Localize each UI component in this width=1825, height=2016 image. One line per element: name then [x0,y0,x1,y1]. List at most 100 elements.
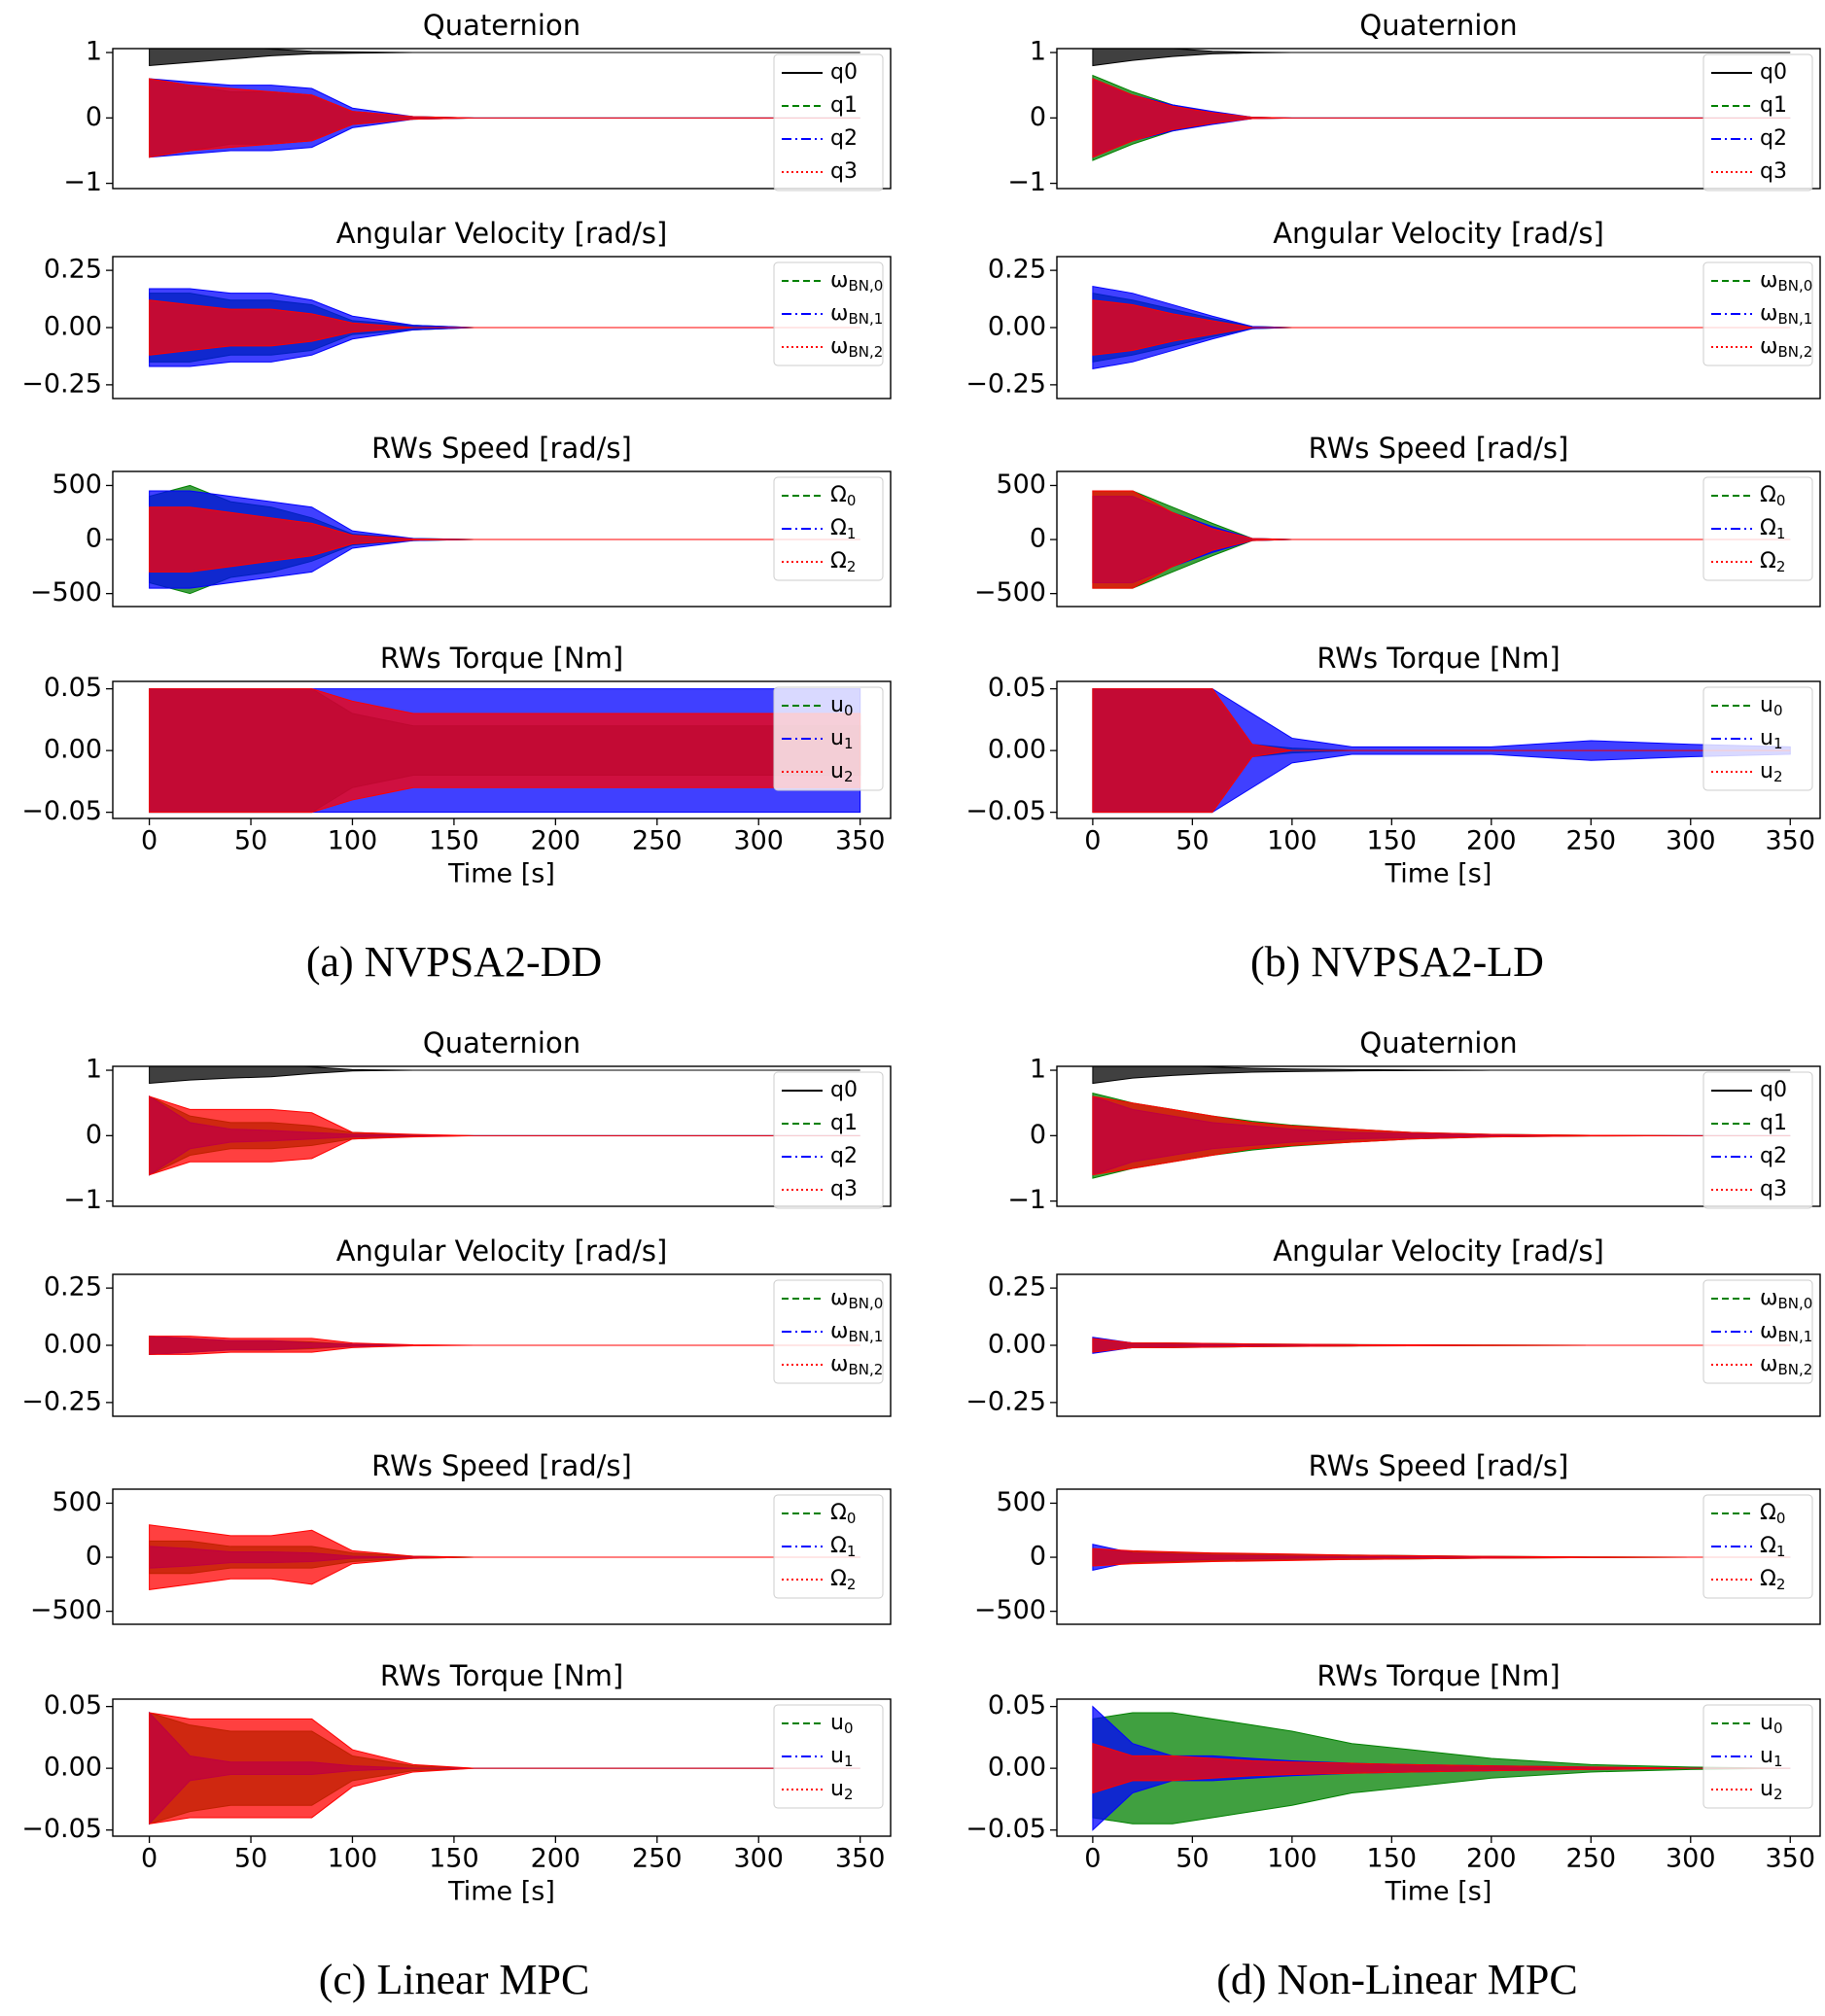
y-tick-label: −0.05 [965,1814,1046,1844]
y-tick-label: 1 [86,1055,102,1085]
y-tick-label: −500 [30,1595,102,1625]
plot-area [1092,286,1791,369]
legend-label: q3 [1760,159,1787,184]
x-axis-label: Time [s] [1385,859,1492,889]
legend-label: q0 [1760,1078,1787,1102]
legend-label: q3 [830,1177,858,1201]
series-band [149,1712,860,1825]
plot-area [149,49,860,158]
x-tick-label: 200 [1466,826,1517,856]
chart-title: RWs Torque [Nm] [1316,1659,1560,1692]
chart-title: RWs Speed [rad/s] [1309,1449,1569,1482]
y-tick-label: 0.25 [44,1272,102,1303]
series-band [1092,78,1791,158]
y-tick-label: 0.05 [988,673,1046,703]
y-tick-label: −500 [974,1595,1046,1625]
series-band [149,1095,860,1176]
x-tick-label: 300 [733,1844,784,1874]
series-band [1092,299,1791,356]
y-tick-label: 0.25 [44,255,102,285]
legend-label: ωBN,1 [830,301,883,328]
x-axis-label: Time [s] [447,1877,555,1907]
legend-label: ωBN,1 [1760,1319,1812,1345]
y-tick-label: −500 [974,577,1046,608]
legend-label: q1 [1760,1111,1787,1135]
series-band [1092,1338,1791,1353]
plot-area [149,1711,860,1825]
caption: (d) Non-Linear MPC [1216,1956,1578,2003]
chart-title: Quaternion [423,1026,580,1060]
series-band [149,49,860,67]
legend-box [1702,476,1813,581]
x-tick-label: 250 [1566,826,1617,856]
legend-label: ωBN,2 [830,334,883,361]
x-tick-label: 150 [429,826,479,856]
series-band [1092,688,1791,814]
legend-label: Ω0 [1760,483,1785,509]
x-tick-label: 100 [328,826,378,856]
legend-label: Ω0 [1760,1501,1785,1527]
y-tick-label: 0.25 [988,1272,1046,1303]
y-tick-label: 0 [86,1120,102,1150]
x-tick-label: 300 [733,826,784,856]
y-tick-label: 0.25 [988,255,1046,285]
y-tick-label: −0.25 [21,1386,102,1416]
chart-title: Quaternion [1359,9,1517,42]
legend-box [773,1071,884,1209]
y-tick-label: 500 [52,469,102,500]
x-tick-label: 300 [1666,826,1716,856]
legend-label: u0 [1760,1711,1783,1737]
y-tick-label: 0.00 [988,1753,1046,1783]
series-band [1092,490,1791,589]
x-tick-label: 350 [835,1844,886,1874]
legend-label: ωBN,0 [830,1286,883,1312]
legend-label: ωBN,0 [830,268,883,295]
caption: (a) NVPSA2-DD [306,938,602,986]
axes-frame [1056,1065,1821,1207]
y-tick-label: 1 [1030,37,1046,67]
x-tick-label: 250 [632,826,683,856]
x-tick-label: 150 [429,1844,479,1874]
legend-label: Ω2 [830,549,856,575]
series-band [149,1066,860,1085]
legend-label: q1 [830,1111,858,1135]
caption: (c) Linear MPC [319,1956,590,2003]
y-tick-label: −0.25 [21,368,102,399]
x-tick-label: 50 [1176,1844,1209,1874]
chart-title: RWs Speed [rad/s] [371,1449,632,1482]
plot-area [149,1066,860,1176]
legend-label: u1 [830,1744,854,1770]
legend-label: q3 [830,159,858,184]
x-tick-label: 150 [1367,1844,1418,1874]
legend-label: ωBN,2 [1760,1352,1812,1378]
y-tick-label: −1 [63,167,102,197]
plot-area [149,1524,860,1590]
x-tick-label: 350 [1765,826,1815,856]
plot-area [149,484,860,595]
legend-label: q2 [830,1144,858,1168]
x-tick-label: 200 [1466,1844,1517,1874]
legend-label: ωBN,0 [1760,1286,1812,1312]
legend-label: ωBN,0 [1760,268,1812,295]
chart-title: RWs Speed [rad/s] [371,432,632,465]
legend-label: u2 [830,1777,854,1803]
plot-area [1092,49,1791,161]
legend-label: u0 [1760,693,1783,719]
x-tick-label: 50 [1176,826,1209,856]
legend-box [1702,1071,1813,1209]
y-tick-label: 1 [86,37,102,67]
legend-box [773,261,884,366]
y-tick-label: −0.05 [21,796,102,826]
axes-frame [1056,48,1821,190]
legend-box [1702,53,1813,191]
y-tick-label: 0.00 [44,735,102,765]
x-tick-label: 0 [1084,1844,1101,1874]
y-tick-label: 0 [86,524,102,554]
axes-frame [112,1065,892,1207]
y-tick-label: 0.00 [44,1753,102,1783]
series-band [1092,1547,1791,1567]
legend-label: u1 [830,726,854,752]
legend-label: Ω0 [830,483,856,509]
legend-label: Ω1 [1760,1534,1785,1560]
